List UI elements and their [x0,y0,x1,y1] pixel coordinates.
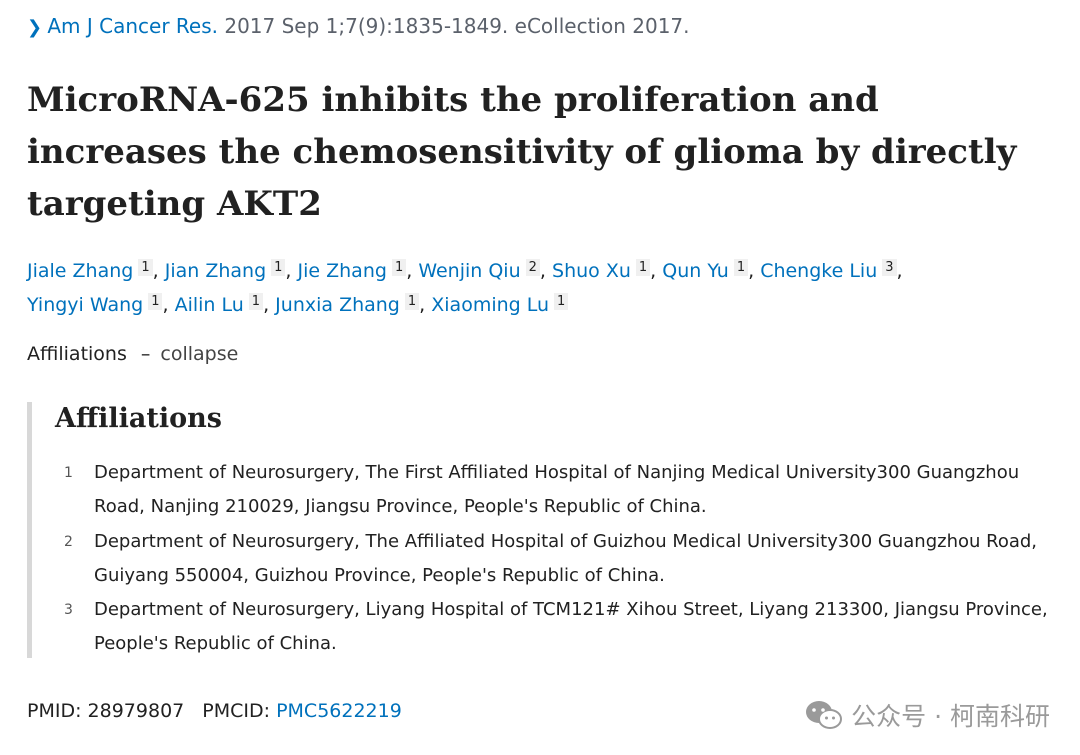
affiliations-toggle: Affiliations – collapse [27,343,238,365]
affiliation-text: Department of Neurosurgery, The Affiliat… [94,530,1038,586]
toggle-dash: – [140,343,151,365]
author-link[interactable]: Jie Zhang [297,260,387,282]
affiliation-marker[interactable]: 1 [148,293,163,310]
affiliation-marker[interactable]: 1 [635,259,651,276]
author-link[interactable]: Yingyi Wang [27,294,144,316]
affiliation-marker[interactable]: 1 [404,293,420,310]
watermark-text: 公众号 · 柯南科研 [851,702,1050,731]
affiliations-panel: Affiliations 1 Department of Neurosurgery… [27,402,1072,658]
author-link[interactable]: Wenjin Qiu [418,260,521,282]
author-item: Shuo Xu 1, [552,259,663,282]
affiliations-heading: Affiliations [55,403,222,434]
pmcid-label: PMCID: [202,700,271,722]
watermark: 公众号 · 柯南科研 [805,697,1050,733]
affiliation-marker[interactable]: 1 [248,293,264,310]
citation-details: 2017 Sep 1;7(9):1835-1849. eCollection 2… [218,14,690,38]
author-item: Jian Zhang 1, [164,259,298,282]
affiliation-marker[interactable]: 1 [271,259,286,276]
author-link[interactable]: Jiale Zhang [27,260,134,282]
author-link[interactable]: Jian Zhang [164,260,267,282]
author-item: Chengke Liu 3, [760,259,903,282]
author-item: Jie Zhang 1, [297,259,419,282]
author-item: Wenjin Qiu 2, [418,259,553,282]
author-list: Jiale Zhang 1, Jian Zhang 1, Jie Zhang 1, W… [27,254,1057,322]
affiliation-marker[interactable]: 1 [391,259,407,276]
wechat-icon [806,701,843,729]
pmid-value: 28979807 [87,700,185,722]
author-link[interactable]: Ailin Lu [174,294,244,316]
affiliation-text: Department of Neurosurgery, Liyang Hospi… [94,599,1048,655]
chevron-right-icon[interactable]: ❯ [27,17,43,38]
collapse-button[interactable]: collapse [160,343,239,365]
author-item: Jiale Zhang 1, [27,259,165,282]
author-item: Qun Yu 1, [662,259,761,282]
affiliation-number: 3 [64,602,73,619]
author-link[interactable]: Shuo Xu [552,260,631,282]
affiliation-marker[interactable]: 2 [525,259,540,276]
affiliation-number: 1 [64,465,73,481]
author-item: Junxia Zhang 1, [275,293,432,316]
author-item: Yingyi Wang 1, [27,293,175,316]
affiliations-list: 1 Department of Neurosurgery, The First A… [64,456,1054,662]
citation-line: ❯ Am J Cancer Res. 2017 Sep 1;7(9):1835-… [27,14,690,38]
affiliations-toggle-label: Affiliations [27,343,127,365]
pmcid-link[interactable]: PMC5622219 [276,700,402,722]
affiliation-item: 2 Department of Neurosurgery, The Affilia… [64,525,1054,594]
pmid-label: PMID: [27,700,82,722]
identifiers: PMID: 28979807 PMCID: PMC5622219 [27,700,402,722]
affiliation-marker[interactable]: 1 [138,259,153,276]
affiliation-text: Department of Neurosurgery, The First Af… [94,462,1020,518]
affiliation-item: 3 Department of Neurosurgery, Liyang Hosp… [64,593,1054,662]
author-link[interactable]: Chengke Liu [760,260,878,282]
affiliation-marker[interactable]: 1 [554,293,569,310]
author-link[interactable]: Qun Yu [662,260,729,282]
affiliation-marker[interactable]: 1 [733,259,749,276]
author-link[interactable]: Junxia Zhang [275,294,400,316]
author-item: Ailin Lu 1, [174,293,276,316]
author-link[interactable]: Xiaoming Lu [431,294,550,316]
author-item: Xiaoming Lu 1 [431,293,569,316]
journal-link[interactable]: Am J Cancer Res. [47,14,218,38]
affiliation-item: 1 Department of Neurosurgery, The First A… [64,456,1054,525]
affiliation-number: 2 [64,533,73,550]
article-title: MicroRNA-625 inhibits the proliferation … [27,80,1017,224]
affiliation-marker[interactable]: 3 [882,259,897,276]
